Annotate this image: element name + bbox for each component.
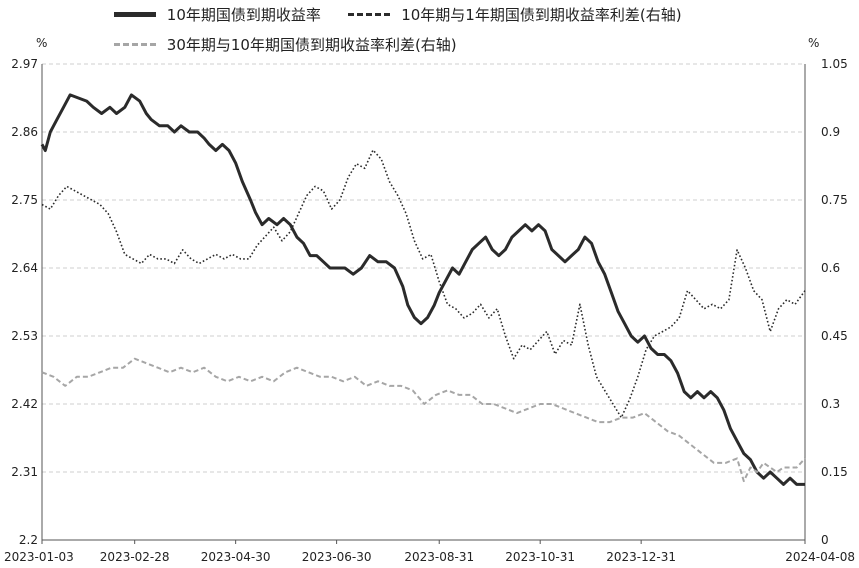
x-tick-label: 2023-08-31 <box>404 550 474 564</box>
series-spread-30y-10y-line <box>41 357 806 483</box>
legend-row-2: 30年期与10年期国债到期收益率利差(右轴) <box>114 34 457 55</box>
right-tick-label: 0.9 <box>821 125 840 139</box>
legend-label-10y: 10年期国债到期收益率 <box>166 6 321 24</box>
right-tick-label: 0.3 <box>821 397 840 411</box>
legend-label-spread-30y-10y: 30年期与10年期国债到期收益率利差(右轴) <box>166 36 457 54</box>
x-tick-label: 2023-06-30 <box>302 550 372 564</box>
series-group <box>40 93 806 486</box>
legend-row-1: 10年期国债到期收益率 10年期与1年期国债到期收益率利差(右轴) <box>114 4 682 25</box>
legend-swatch-10y <box>114 12 156 17</box>
x-tick-label: 2023-10-31 <box>505 550 575 564</box>
legend-swatch-spread-30y-10y <box>114 43 156 46</box>
left-tick-label: 2.97 <box>11 57 38 71</box>
x-tick-label: 2023-02-28 <box>100 550 170 564</box>
right-axis-unit: % <box>808 36 819 50</box>
left-tick-label: 2.64 <box>11 261 38 275</box>
right-tick-label: 0.6 <box>821 261 840 275</box>
legend-swatch-spread-10y-1y <box>348 13 391 16</box>
x-tick-label: 2023-01-03 <box>4 550 74 564</box>
right-tick-label: 0.15 <box>821 465 848 479</box>
series-10y-yield-line <box>40 93 805 486</box>
right-tick-label: 0.45 <box>821 329 848 343</box>
right-tick-label: 0.75 <box>821 193 848 207</box>
axes <box>41 64 806 544</box>
right-tick-label: 1.05 <box>821 57 848 71</box>
legend-label-spread-10y-1y: 10年期与1年期国债到期收益率利差(右轴) <box>401 6 682 24</box>
right-tick-label: 0 <box>821 533 829 547</box>
x-tick-label: 2023-12-31 <box>606 550 676 564</box>
x-tick-label: 2023-04-30 <box>201 550 271 564</box>
left-tick-label: 2.75 <box>11 193 38 207</box>
left-tick-label: 2.86 <box>11 125 38 139</box>
axis-labels: 2.97 2.86 2.75 2.64 2.53 2.42 2.31 2.2 1.05 0.9 0.… <box>4 36 855 564</box>
left-tick-label: 2.31 <box>11 465 38 479</box>
x-tick-label: 2024-04-08 <box>785 550 855 564</box>
left-tick-label: 2.53 <box>11 329 38 343</box>
left-tick-label: 2.42 <box>11 397 38 411</box>
left-axis-unit: % <box>36 36 47 50</box>
left-tick-label: 2.2 <box>19 533 38 547</box>
series-spread-10y-1y-line <box>41 149 806 419</box>
